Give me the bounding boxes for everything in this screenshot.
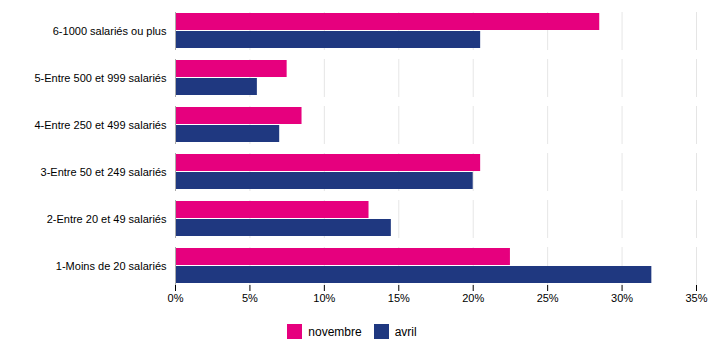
svg-text:6-1000 salariés ou plus: 6-1000 salariés ou plus: [53, 25, 167, 37]
html-text:avril: avril: [394, 324, 417, 339]
svg-text:5%: 5%: [242, 292, 258, 304]
svg-text:5-Entre 500 et 999 salariés: 5-Entre 500 et 999 salariés: [34, 72, 167, 84]
html-text:novembre: novembre: [308, 324, 362, 339]
svg-text:25%: 25%: [537, 292, 559, 304]
svg-text:1-Moins de 20 salariés: 1-Moins de 20 salariés: [56, 260, 167, 272]
svg-text:20%: 20%: [462, 292, 484, 304]
svg-text:15%: 15%: [388, 292, 410, 304]
svg-text:3-Entre 50 et 249 salariés: 3-Entre 50 et 249 salariés: [41, 166, 167, 178]
svg-text:2-Entre 20 et 49 salariés: 2-Entre 20 et 49 salariés: [47, 213, 167, 225]
svg-text:30%: 30%: [611, 292, 633, 304]
svg-text:10%: 10%: [313, 292, 335, 304]
svg-text:4-Entre 250 et 499 salariés: 4-Entre 250 et 499 salariés: [34, 119, 167, 131]
svg-text:35%: 35%: [685, 292, 707, 304]
svg-text:0%: 0%: [168, 292, 184, 304]
